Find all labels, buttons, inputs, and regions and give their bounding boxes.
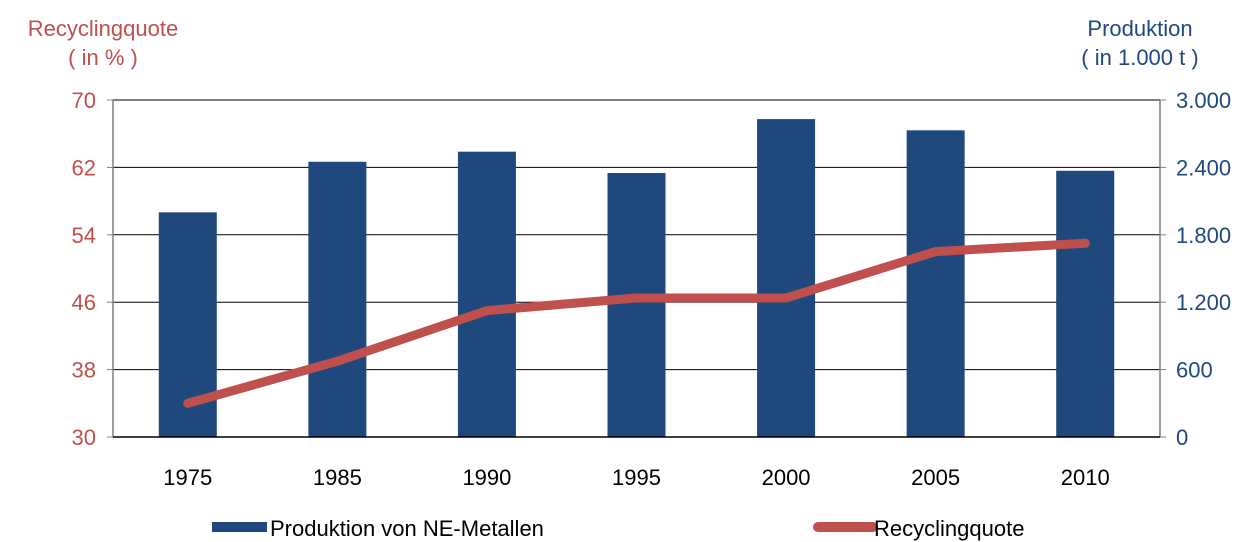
x-tick-labels: 1975 1985 1990 1995 2000 2005 2010 xyxy=(163,465,1109,490)
right-tick-labels: 3.000 2.400 1.800 1.200 600 0 xyxy=(1176,88,1231,450)
bar-series xyxy=(158,119,1115,438)
left-tick-labels: 70 62 54 46 38 30 xyxy=(72,88,96,450)
bar-1995 xyxy=(607,173,666,437)
axes xyxy=(107,99,1166,438)
bar-1985 xyxy=(308,161,367,438)
line-series xyxy=(183,238,1090,408)
x-tick-label: 2010 xyxy=(1061,465,1110,490)
bar-2000 xyxy=(757,119,816,437)
x-tick-label: 1975 xyxy=(163,465,212,490)
left-tick-label: 38 xyxy=(72,358,96,383)
right-tick-label: 0 xyxy=(1176,425,1188,450)
bar-1990 xyxy=(457,151,516,437)
right-axis-title: Produktion xyxy=(1087,16,1192,41)
right-tick-label: 1.200 xyxy=(1176,290,1231,315)
left-tick-label: 62 xyxy=(72,155,96,180)
legend-line-label: Recyclingquote xyxy=(874,516,1024,541)
legend-bar-swatch xyxy=(212,522,267,532)
x-tick-label: 2005 xyxy=(911,465,960,490)
right-tick-label: 1.800 xyxy=(1176,223,1231,248)
left-axis-title: Recyclingquote xyxy=(28,16,178,41)
legend: Produktion von NE-Metallen Recyclingquot… xyxy=(212,516,1024,541)
left-tick-label: 54 xyxy=(72,223,96,248)
left-axis-unit: ( in % ) xyxy=(68,45,138,70)
right-tick-label: 600 xyxy=(1176,358,1213,383)
right-tick-label: 3.000 xyxy=(1176,88,1231,113)
legend-bar-label: Produktion von NE-Metallen xyxy=(270,516,544,541)
x-tick-label: 2000 xyxy=(762,465,811,490)
left-tick-label: 30 xyxy=(72,425,96,450)
left-tick-label: 70 xyxy=(72,88,96,113)
x-tick-label: 1990 xyxy=(462,465,511,490)
right-axis-unit: ( in 1.000 t ) xyxy=(1081,45,1198,70)
x-tick-label: 1985 xyxy=(313,465,362,490)
bar-2010 xyxy=(1056,170,1115,437)
x-tick-label: 1995 xyxy=(612,465,661,490)
bar-2005 xyxy=(906,130,965,437)
right-tick-label: 2.400 xyxy=(1176,155,1231,180)
left-tick-label: 46 xyxy=(72,290,96,315)
